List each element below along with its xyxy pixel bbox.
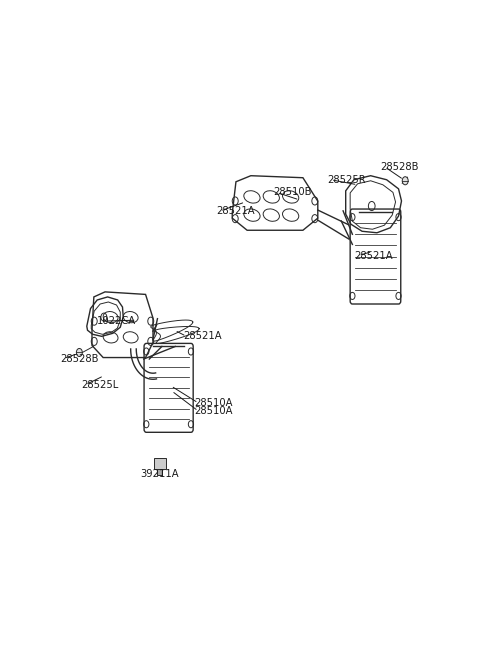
Text: 28525L: 28525L (82, 380, 119, 390)
Text: 39211A: 39211A (140, 469, 179, 479)
Text: 28510B: 28510B (273, 188, 312, 197)
Text: 28528B: 28528B (381, 161, 419, 172)
Text: 28521A: 28521A (355, 251, 393, 260)
Text: 1022CA: 1022CA (97, 316, 136, 326)
Bar (154, 458, 166, 468)
Text: 28510A: 28510A (195, 398, 233, 408)
Circle shape (76, 348, 83, 357)
Text: 28521A: 28521A (183, 331, 221, 341)
Bar (157, 468, 162, 475)
Circle shape (402, 176, 408, 185)
Text: 28528B: 28528B (60, 354, 98, 363)
Text: 28525R: 28525R (327, 174, 366, 185)
Text: 28521A: 28521A (216, 206, 255, 216)
Text: 28510A: 28510A (195, 406, 233, 416)
